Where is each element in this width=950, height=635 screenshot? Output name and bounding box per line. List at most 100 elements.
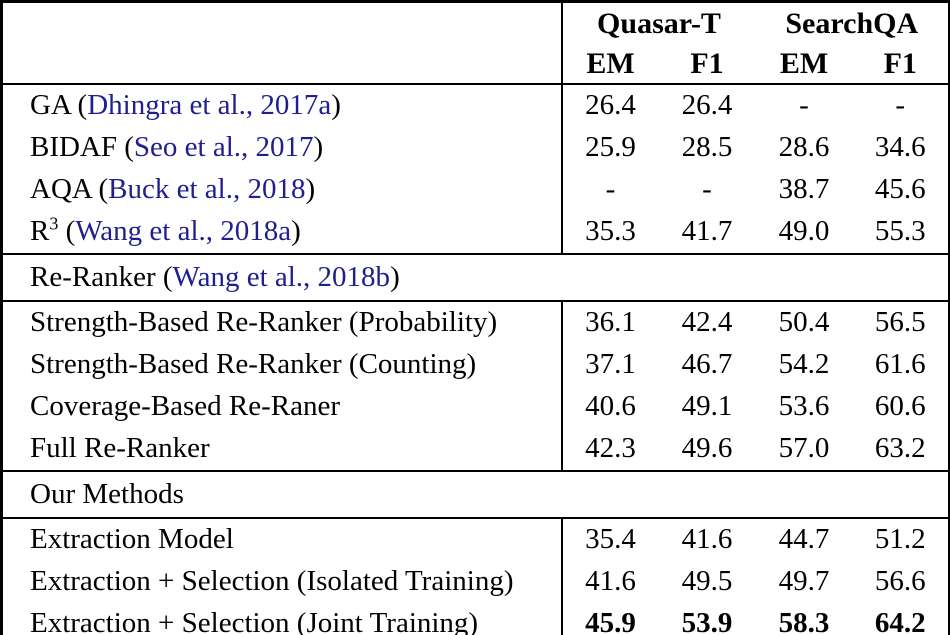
dataset-group-row: Quasar-T SearchQA (1, 1, 950, 85)
metric-header-f1-2: F1 (852, 43, 950, 85)
label-text: ) (331, 89, 341, 122)
metric-value: 25.9 (585, 131, 636, 164)
metric-value: 26.4 (585, 89, 636, 122)
metric-value: - (799, 89, 809, 122)
method-label: R3 (Wang et al., 2018a) (1, 211, 563, 254)
metric-value: 45.9 (585, 607, 636, 635)
table-row: Extraction Model 35.4 41.6 44.7 51.2 (1, 518, 950, 561)
metric-header-f1-1: F1 (658, 43, 756, 85)
method-label: Extraction + Selection (Isolated Trainin… (1, 561, 563, 603)
label-text: BIDAF ( (30, 131, 134, 164)
label-text: Strength-Based Re-Ranker (Probability) (30, 306, 498, 339)
method-label: Strength-Based Re-Ranker (Counting) (1, 344, 563, 386)
table-row: Coverage-Based Re-Raner 40.6 49.1 53.6 60.6 (1, 386, 950, 428)
metric-value: 42.4 (681, 306, 733, 339)
section-header-row: Re-Ranker (Wang et al., 2018b) (1, 253, 950, 302)
method-label: Full Re-Ranker (1, 428, 563, 471)
table-row: Extraction + Selection (Isolated Trainin… (1, 561, 950, 603)
method-label: Extraction Model (1, 518, 563, 561)
metric-value: 41.7 (681, 215, 733, 248)
method-label: Coverage-Based Re-Raner (1, 386, 563, 428)
method-label: Strength-Based Re-Ranker (Probability) (1, 301, 563, 344)
metric-value: - (895, 89, 906, 122)
table-row: GA (Dhingra et al., 2017a) 26.4 26.4 - - (1, 84, 950, 127)
metric-value: 54.2 (778, 348, 830, 381)
method-label: GA (Dhingra et al., 2017a) (1, 84, 563, 127)
metric-value: 64.2 (874, 607, 926, 635)
metric-value: 53.6 (778, 390, 830, 423)
table-row: R3 (Wang et al., 2018a) 35.3 41.7 49.0 55.3 (1, 211, 950, 254)
metric-value: 37.1 (585, 348, 636, 381)
section-header-label: Our Methods (1, 470, 950, 519)
metric-value: 34.6 (874, 131, 926, 164)
label-text: Full Re-Ranker (30, 432, 210, 465)
metric-value: 58.3 (778, 607, 830, 635)
table-row: Strength-Based Re-Ranker (Probability) 36… (1, 301, 950, 344)
metric-value: 49.5 (681, 565, 733, 598)
section-header-label: Re-Ranker (Wang et al., 2018b) (1, 253, 950, 302)
metric-value: 28.5 (681, 131, 733, 164)
metric-value: 63.2 (874, 432, 926, 465)
label-text: Coverage-Based Re-Raner (30, 390, 341, 423)
table-row: AQA (Buck et al., 2018) - - 38.7 45.6 (1, 169, 950, 211)
metric-header-em-1: EM (561, 43, 659, 85)
metric-value: 51.2 (874, 523, 926, 556)
metric-value: 44.7 (778, 523, 830, 556)
metric-value: 56.6 (874, 565, 926, 598)
label-text: AQA ( (30, 173, 109, 206)
citation-link[interactable]: Seo et al., 2017 (133, 131, 314, 164)
label-text: Re-Ranker ( (30, 260, 173, 293)
method-label: AQA (Buck et al., 2018) (1, 169, 563, 211)
metric-value: 45.6 (874, 173, 926, 206)
metric-header-row: EM F1 EM F1 (2, 43, 950, 85)
metric-value: 49.7 (778, 565, 830, 598)
metric-value: 50.4 (778, 306, 830, 339)
metric-value: 49.0 (778, 215, 830, 248)
metric-value: 41.6 (585, 565, 636, 598)
metric-value: - (605, 173, 616, 206)
metric-value: 53.9 (681, 607, 733, 635)
label-text: ) (305, 173, 316, 206)
method-label: Extraction + Selection (Joint Training) (1, 603, 563, 635)
table-row: BIDAF (Seo et al., 2017) 25.9 28.5 28.6 34.6 (1, 127, 950, 169)
metric-value: 28.6 (778, 131, 830, 164)
citation-link[interactable]: Buck et al., 2018 (108, 173, 306, 206)
table-body: GA (Dhingra et al., 2017a) 26.4 26.4 - - BIDA… (1, 84, 950, 635)
metric-header-em-2: EM (755, 43, 853, 85)
metric-value: 26.4 (681, 89, 733, 122)
label-text: Extraction + Selection (Isolated Trainin… (30, 565, 514, 598)
table-row: Full Re-Ranker 42.3 49.6 57.0 63.2 (1, 428, 950, 471)
dataset-group-quasar-t: Quasar-T (597, 6, 721, 40)
label-text: GA ( (30, 89, 88, 122)
metric-value: 49.6 (681, 432, 733, 465)
label-text: ( (58, 215, 76, 248)
citation-link[interactable]: Wang et al., 2018b (172, 260, 391, 293)
label-text: Extraction Model (30, 523, 234, 556)
dataset-group-searchqa: SearchQA (785, 6, 919, 40)
metric-value: - (702, 173, 712, 206)
citation-link[interactable]: Dhingra et al., 2017a (87, 89, 332, 122)
metric-value: 42.3 (585, 432, 636, 465)
label-text: ) (291, 215, 301, 248)
metric-value: 56.5 (874, 306, 926, 339)
metric-value: 40.6 (585, 390, 636, 423)
label-text: ) (390, 260, 400, 293)
table-row: Extraction + Selection (Joint Training) 4… (1, 603, 950, 635)
table-row: Strength-Based Re-Ranker (Counting) 37.1 4… (1, 344, 950, 386)
metric-value: 49.1 (681, 390, 733, 423)
corner-cell (1, 1, 563, 85)
metric-value: 41.6 (681, 523, 733, 556)
superscript-text: 3 (49, 213, 59, 234)
citation-link[interactable]: Wang et al., 2018a (75, 215, 292, 248)
table-header: Quasar-T SearchQA EM F1 EM F1 (1, 1, 950, 85)
section-header-row: Our Methods (1, 470, 950, 519)
metric-value: 38.7 (778, 173, 830, 206)
metric-value: 35.4 (585, 523, 636, 556)
label-text: R (30, 215, 50, 248)
label-text: Our Methods (30, 477, 184, 510)
metric-value: 61.6 (874, 348, 926, 381)
metric-value: 60.6 (874, 390, 926, 423)
metric-value: 35.3 (585, 215, 636, 248)
label-text: ) (313, 131, 324, 164)
